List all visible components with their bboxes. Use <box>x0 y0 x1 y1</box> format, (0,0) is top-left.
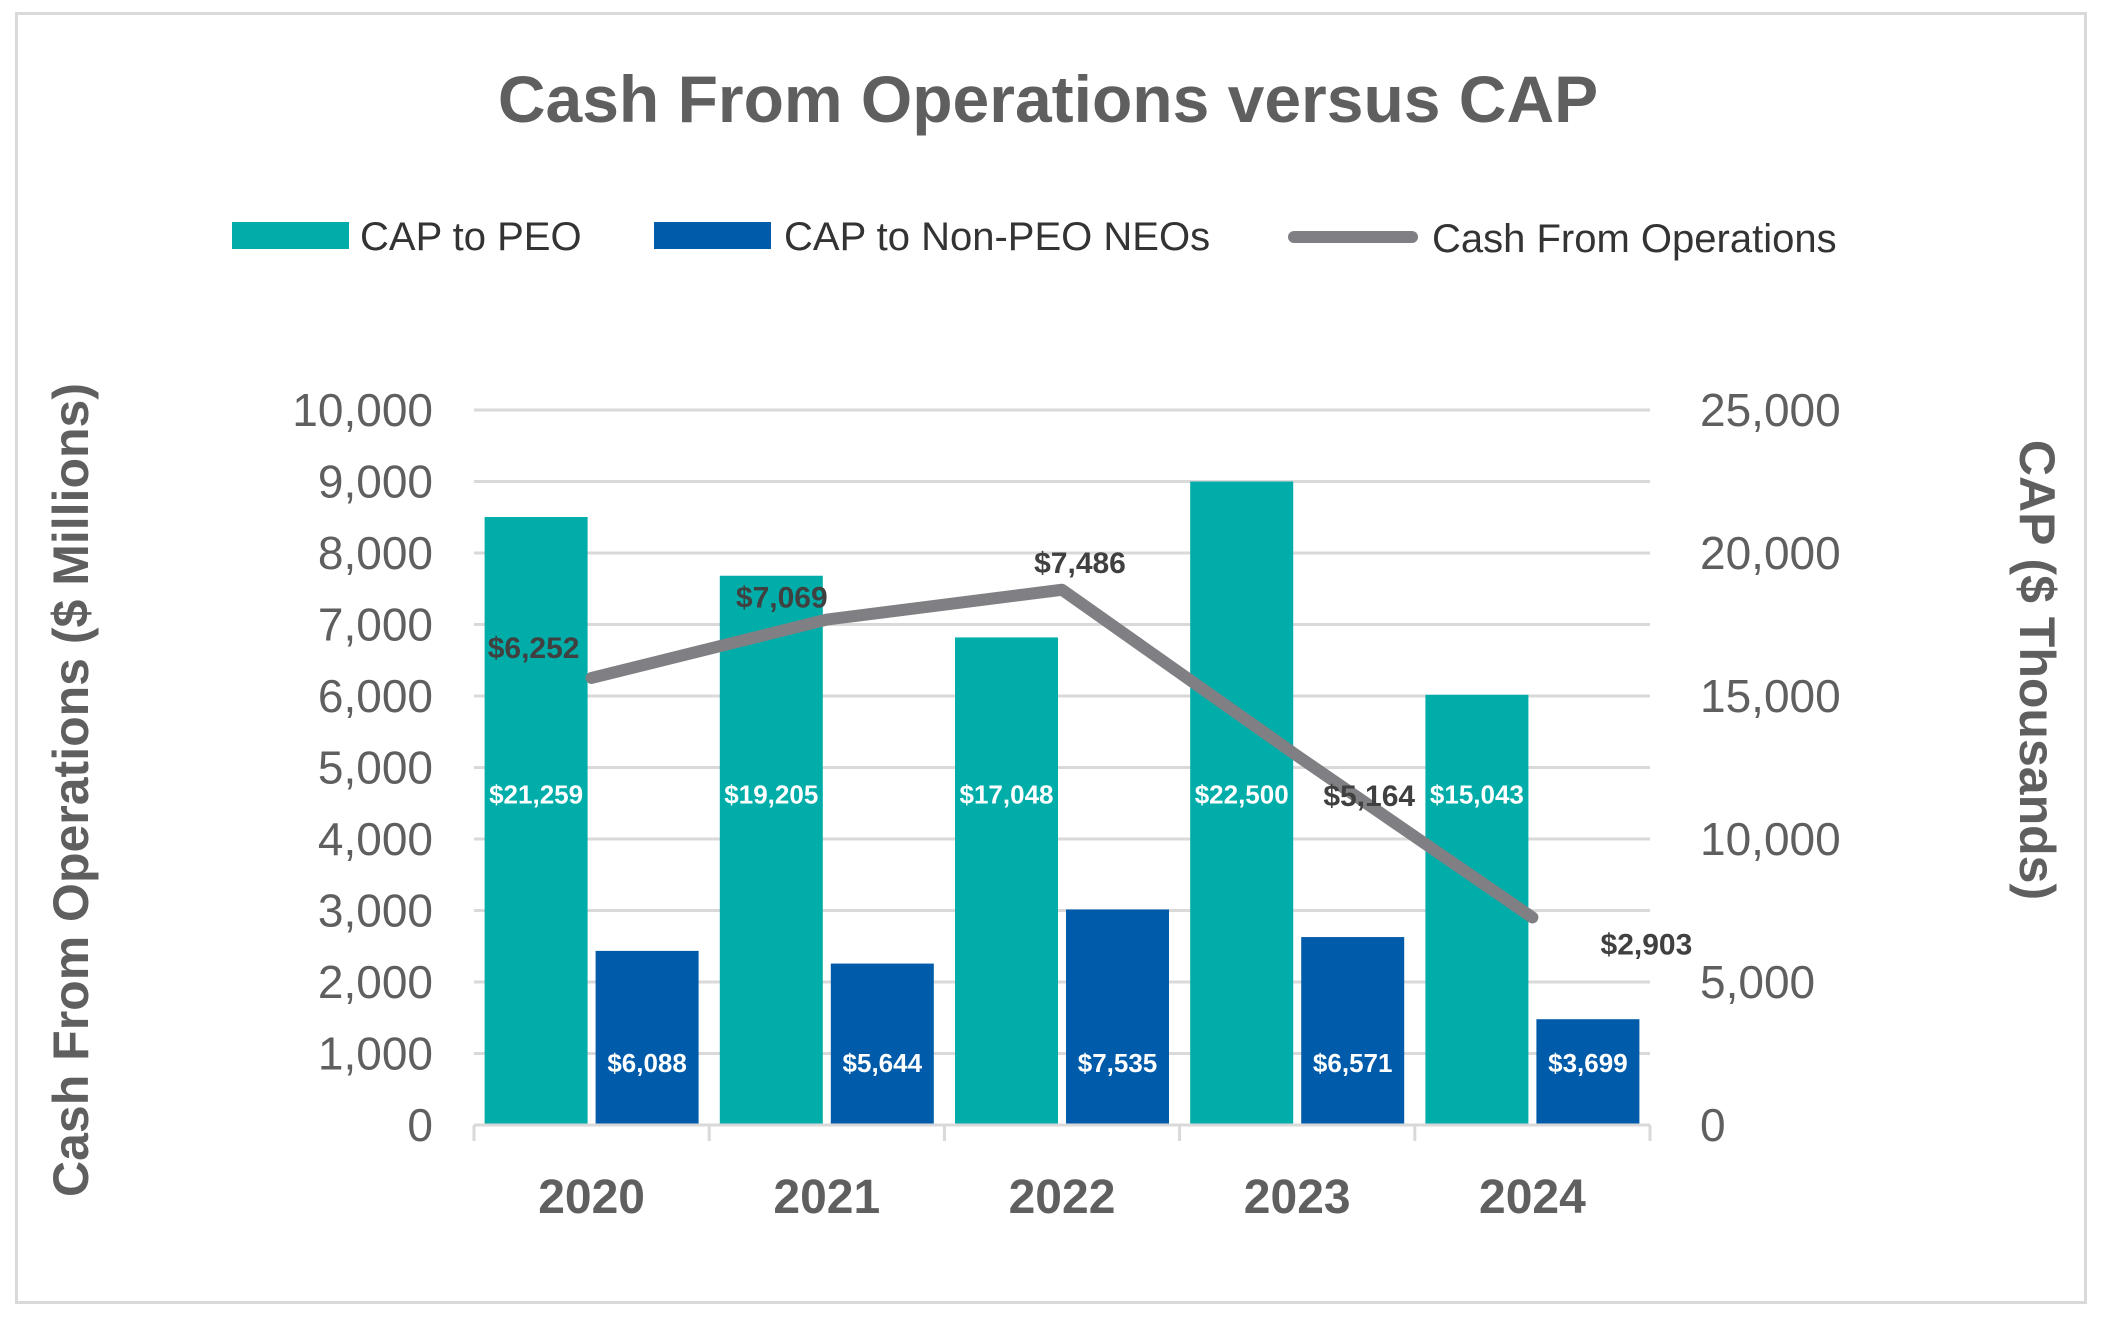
line-label-2022: $7,486 <box>1034 547 1126 580</box>
legend-swatch-cap-to-peo <box>232 222 349 249</box>
bars: $21,259 $6,088 $19,205 $5,644 $17,048 $7,535 $… <box>484 481 1640 1125</box>
bar-label-cap-to-non-peo-neos-2023: $6,571 <box>1313 1048 1393 1078</box>
x-tick-label: 2024 <box>1479 1171 1586 1224</box>
right-tick-label: 5,000 <box>1700 956 1815 1008</box>
left-tick-label: 2,000 <box>318 956 433 1008</box>
bar-label-cap-to-peo-2022: $17,048 <box>960 780 1054 810</box>
bar-cap-to-non-peo-neos-2022 <box>1066 909 1169 1125</box>
bar-cap-to-non-peo-neos-2024 <box>1536 1019 1640 1125</box>
right-axis-ticks: 0 5,000 10,000 15,000 20,000 25,000 <box>1700 384 1841 1151</box>
bar-cap-to-peo-2020 <box>484 516 588 1125</box>
bar-cap-to-peo-2023 <box>1190 481 1294 1125</box>
line-label-2023: $5,164 <box>1323 780 1415 813</box>
left-tick-label: 7,000 <box>318 599 433 651</box>
legend: CAP to PEO CAP to Non-PEO NEOs Cash From… <box>232 215 1837 261</box>
right-tick-label: 15,000 <box>1700 670 1841 722</box>
left-axis-title: Cash From Operations ($ Millions) <box>43 383 99 1197</box>
bar-cap-to-non-peo-neos-2021 <box>830 963 934 1125</box>
bar-label-cap-to-non-peo-neos-2022: $7,535 <box>1078 1048 1158 1078</box>
left-axis-ticks: 0 1,000 2,000 3,000 4,000 5,000 6,000 7,000 8,00… <box>292 384 433 1151</box>
bar-label-cap-to-peo-2024: $15,043 <box>1430 780 1524 810</box>
bar-label-cap-to-peo-2021: $19,205 <box>724 780 818 810</box>
right-tick-label: 20,000 <box>1700 527 1841 579</box>
bar-label-cap-to-peo-2020: $21,259 <box>489 780 583 810</box>
x-axis: 2020 2021 2022 2023 2024 <box>472 1123 1652 1224</box>
bar-cap-to-peo-2021 <box>719 575 823 1125</box>
left-tick-label: 6,000 <box>318 670 433 722</box>
right-tick-label: 25,000 <box>1700 384 1841 436</box>
left-tick-label: 5,000 <box>318 742 433 794</box>
left-tick-label: 9,000 <box>318 456 433 508</box>
bar-cap-to-non-peo-neos-2023 <box>1301 937 1405 1125</box>
right-tick-label: 0 <box>1700 1099 1726 1151</box>
chart-title: Cash From Operations versus CAP <box>498 62 1598 136</box>
right-axis-title: CAP ($ Thousands) <box>2009 440 2065 900</box>
bar-cap-to-non-peo-neos-2020 <box>595 950 699 1125</box>
x-tick-label: 2020 <box>538 1171 645 1224</box>
line-layer: $6,252 $7,069 $7,486 $5,164 $2,903 <box>488 547 1693 962</box>
line-cash-from-operations <box>585 583 1539 924</box>
bar-label-cap-to-non-peo-neos-2021: $5,644 <box>843 1048 923 1078</box>
legend-label-cap-to-peo: CAP to PEO <box>360 215 582 259</box>
bar-cap-to-peo-2022 <box>955 637 1058 1125</box>
left-tick-label: 8,000 <box>318 527 433 579</box>
bar-label-cap-to-non-peo-neos-2020: $6,088 <box>607 1048 687 1078</box>
bar-label-cap-to-non-peo-neos-2024: $3,699 <box>1548 1048 1628 1078</box>
legend-label-cash-from-operations: Cash From Operations <box>1432 217 1837 261</box>
left-tick-label: 4,000 <box>318 813 433 865</box>
left-tick-label: 10,000 <box>292 384 433 436</box>
right-tick-label: 10,000 <box>1700 813 1841 865</box>
line-label-2021: $7,069 <box>736 582 828 615</box>
x-tick-label: 2023 <box>1244 1171 1351 1224</box>
left-tick-label: 0 <box>407 1099 433 1151</box>
bar-label-cap-to-peo-2023: $22,500 <box>1195 780 1289 810</box>
legend-label-cap-to-non-peo-neos: CAP to Non-PEO NEOs <box>784 215 1210 259</box>
legend-swatch-cap-to-non-peo-neos <box>654 222 771 249</box>
line-label-2020: $6,252 <box>488 632 580 665</box>
left-tick-label: 3,000 <box>318 885 433 937</box>
x-tick-label: 2022 <box>1009 1171 1116 1224</box>
left-tick-label: 1,000 <box>318 1028 433 1080</box>
x-tick-label: 2021 <box>773 1171 880 1224</box>
line-label-2024: $2,903 <box>1601 928 1693 961</box>
